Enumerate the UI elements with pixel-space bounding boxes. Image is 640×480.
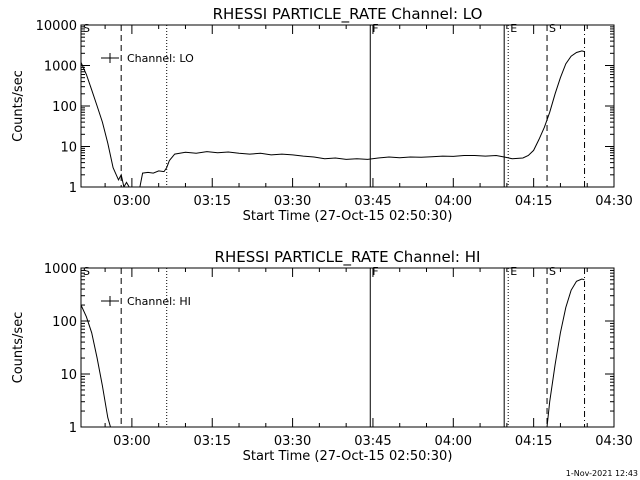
y-tick-label-lo: 1000 <box>44 60 77 75</box>
series-line-hi <box>81 304 111 427</box>
plot-frame-hi <box>80 267 615 428</box>
marker-label-hi: F <box>372 265 378 278</box>
x-axis-label-lo: Start Time (27-Oct-15 02:50:30) <box>243 209 453 224</box>
plot-frame-lo <box>80 24 615 188</box>
marker-label-lo: S <box>549 22 556 35</box>
chart-title-lo: RHESSI PARTICLE_RATE Channel: LO <box>213 5 483 24</box>
x-tick-label-lo: 04:00 <box>435 194 472 209</box>
legend-label-hi: Channel: HI <box>127 295 191 308</box>
panel-lo: RHESSI PARTICLE_RATE Channel: LO 1 10 100 10… <box>11 5 633 224</box>
x-tick-label-hi: 04:15 <box>515 434 552 449</box>
x-tick-label-hi: 03:30 <box>274 434 311 449</box>
y-tick-label-lo: 1 <box>69 181 77 196</box>
x-tick-label-hi: 03:00 <box>113 434 150 449</box>
marker-label-hi: S <box>83 265 90 278</box>
x-tick-label-lo: 03:45 <box>354 194 391 209</box>
x-axis-label-hi: Start Time (27-Oct-15 02:50:30) <box>243 449 453 464</box>
chart-title-hi: RHESSI PARTICLE_RATE Channel: HI <box>215 248 481 267</box>
marker-label-hi: S <box>549 265 556 278</box>
x-tick-label-hi: 04:30 <box>595 434 632 449</box>
y-tick-label-hi: 100 <box>52 315 77 330</box>
y-tick-label-lo: 100 <box>52 100 77 115</box>
x-tick-label-lo: 03:15 <box>194 194 231 209</box>
series-line-lo <box>81 50 585 187</box>
x-tick-label-hi: 03:45 <box>354 434 391 449</box>
x-tick-label-lo: 04:15 <box>515 194 552 209</box>
marker-label-hi: E <box>510 265 517 278</box>
x-tick-label-hi: 04:00 <box>435 434 472 449</box>
y-tick-label-lo: 10 <box>60 141 77 156</box>
x-tick-label-lo: 03:00 <box>113 194 150 209</box>
y-axis-label-hi: Counts/sec <box>11 312 26 384</box>
y-axis-label-lo: Counts/sec <box>11 70 26 142</box>
legend-label-lo: Channel: LO <box>127 52 194 65</box>
x-tick-label-hi: 03:15 <box>194 434 231 449</box>
footer-timestamp: 1-Nov-2021 12:43 <box>566 469 638 478</box>
y-tick-label-hi: 1000 <box>44 262 77 277</box>
y-tick-label-lo: 10000 <box>36 19 77 34</box>
marker-label-lo: F <box>372 22 378 35</box>
marker-label-lo: E <box>510 22 517 35</box>
x-tick-label-lo: 04:30 <box>595 194 632 209</box>
x-tick-label-lo: 03:30 <box>274 194 311 209</box>
y-tick-label-hi: 1 <box>69 421 77 436</box>
marker-label-lo: S <box>83 22 90 35</box>
series-line-hi <box>546 278 585 427</box>
y-tick-label-hi: 10 <box>60 368 77 383</box>
panel-hi: RHESSI PARTICLE_RATE Channel: HI 1 10 100 10… <box>11 248 633 464</box>
